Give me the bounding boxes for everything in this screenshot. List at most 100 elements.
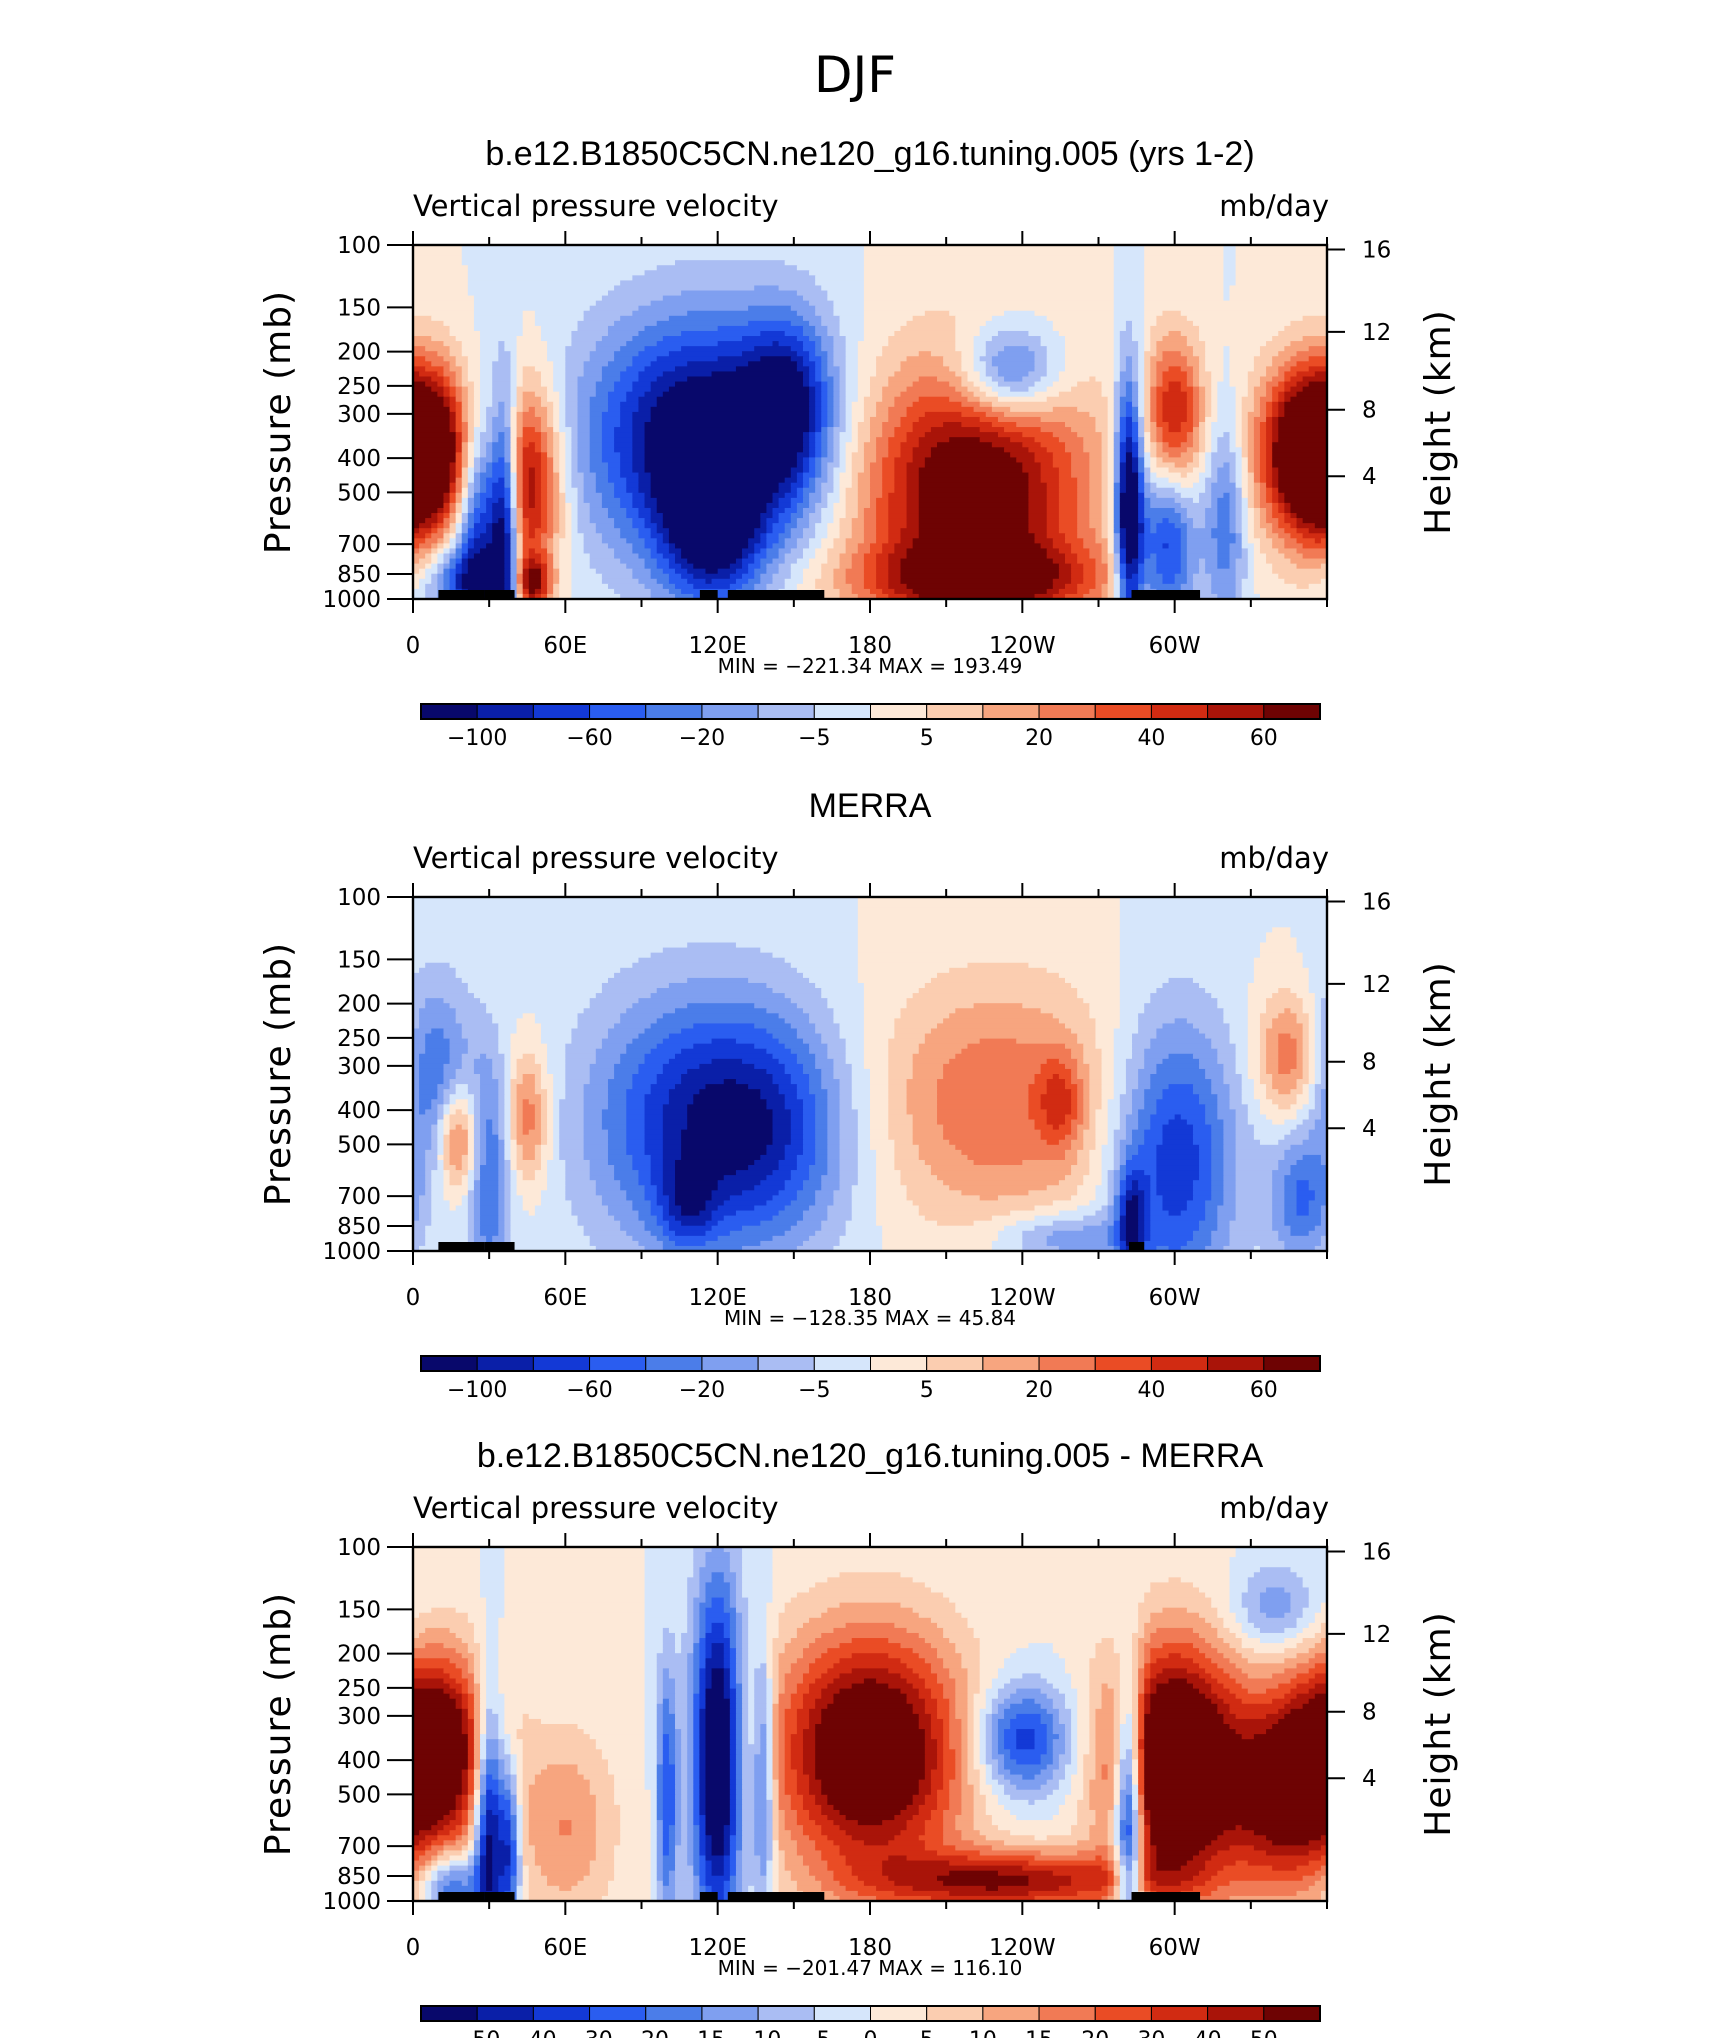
colorbar-swatch xyxy=(926,2005,984,2022)
y-tick-label: 150 xyxy=(337,1597,381,1623)
colorbar-label: 60 xyxy=(1250,1378,1278,1403)
y-right-tick-label: 8 xyxy=(1362,398,1377,424)
figure-title: DJF xyxy=(814,46,896,104)
panels-container: b.e12.B1850C5CN.ne120_g16.tuning.005 (yr… xyxy=(258,135,1459,2038)
colorbar-swatch xyxy=(1094,1355,1152,1372)
colorbar-label: 5 xyxy=(920,726,934,751)
colorbar-swatch xyxy=(701,703,759,720)
colorbar-label: −20 xyxy=(679,1378,725,1403)
y-tick-label: 200 xyxy=(337,1642,381,1668)
panel-title: MERRA xyxy=(809,787,932,825)
colorbar-swatch xyxy=(813,703,871,720)
x-tick-label: 60W xyxy=(1149,633,1201,659)
y-tick-label: 250 xyxy=(337,1026,381,1052)
y-axis-label: Pressure (mb) xyxy=(258,942,299,1206)
colorbar-swatch xyxy=(1038,703,1096,720)
colorbar-swatch xyxy=(1094,703,1152,720)
colorbar-label: −60 xyxy=(566,1378,612,1403)
variable-label: Vertical pressure velocity xyxy=(413,189,779,223)
land-mask xyxy=(1131,590,1201,599)
land-mask xyxy=(438,1242,485,1251)
colorbar-swatch xyxy=(476,2005,534,2022)
colorbar-label: 40 xyxy=(1194,2028,1222,2038)
x-tick-label: 0 xyxy=(406,1285,421,1311)
colorbar-swatch xyxy=(1263,703,1321,720)
colorbar-swatch xyxy=(589,703,647,720)
x-tick-label: 60E xyxy=(543,633,587,659)
colorbar-label: −20 xyxy=(623,2028,669,2038)
x-tick-label: 120W xyxy=(989,633,1056,659)
min-max-label: MIN = −221.34 MAX = 193.49 xyxy=(718,654,1023,678)
y-tick-label: 400 xyxy=(337,1748,381,1774)
y-tick-label: 100 xyxy=(337,233,381,259)
colorbar-swatch xyxy=(870,1355,928,1372)
units-label: mb/day xyxy=(1219,189,1329,223)
land-mask xyxy=(1131,1892,1201,1901)
colorbar-swatch xyxy=(926,1355,984,1372)
colorbar-swatch xyxy=(476,703,534,720)
contour-field xyxy=(413,245,1328,600)
y-tick-label: 500 xyxy=(337,1782,381,1808)
y-tick-label: 500 xyxy=(337,480,381,506)
y-tick-label: 400 xyxy=(337,1098,381,1124)
colorbar-swatch xyxy=(982,703,1040,720)
colorbar-swatch xyxy=(982,1355,1040,1372)
x-tick-label: 120E xyxy=(688,1285,746,1311)
colorbar-swatch xyxy=(757,703,815,720)
land-mask xyxy=(699,590,718,599)
colorbar-label: −60 xyxy=(566,726,612,751)
colorbar-swatch xyxy=(701,2005,759,2022)
colorbar-label: −100 xyxy=(447,1378,507,1403)
y-tick-label: 1000 xyxy=(322,1239,381,1265)
colorbar-swatch xyxy=(532,1355,591,1372)
x-tick-label: 120W xyxy=(989,1285,1056,1311)
y-right-axis-label: Height (km) xyxy=(1418,309,1459,534)
colorbar: −100 −60 −20 −5 5 20 40 60 xyxy=(420,1355,1321,1403)
y-right-tick-label: 4 xyxy=(1362,1766,1377,1792)
colorbar-swatch xyxy=(645,1355,703,1372)
colorbar-label: 10 xyxy=(969,2028,997,2038)
y-right-axis-label: Height (km) xyxy=(1418,961,1459,1186)
x-tick-label: 0 xyxy=(406,633,421,659)
y-right-tick-label: 12 xyxy=(1362,1622,1391,1648)
colorbar-label: −5 xyxy=(798,726,830,751)
x-tick-label: 120E xyxy=(688,633,746,659)
panel-1: b.e12.B1850C5CN.ne120_g16.tuning.005 (yr… xyxy=(258,135,1459,751)
land-mask xyxy=(727,1892,825,1901)
y-tick-label: 100 xyxy=(337,1535,381,1561)
land-mask xyxy=(699,1892,718,1901)
colorbar-label: 50 xyxy=(1250,2028,1278,2038)
colorbar-swatch xyxy=(532,703,591,720)
x-tick-label: 60W xyxy=(1149,1935,1201,1961)
colorbar-swatch xyxy=(1207,703,1265,720)
colorbar-swatch xyxy=(757,2005,815,2022)
y-axis-label: Pressure (mb) xyxy=(258,290,299,554)
colorbar-label: −50 xyxy=(454,2028,500,2038)
variable-label: Vertical pressure velocity xyxy=(413,1491,779,1525)
y-right-tick-label: 16 xyxy=(1362,890,1391,916)
colorbar-label: 15 xyxy=(1025,2028,1053,2038)
y-tick-label: 200 xyxy=(337,340,381,366)
panel-title: b.e12.B1850C5CN.ne120_g16.tuning.005 (yr… xyxy=(485,135,1254,173)
colorbar-swatch xyxy=(476,1355,534,1372)
colorbar-swatch xyxy=(870,703,928,720)
colorbar-label: −20 xyxy=(679,726,725,751)
land-mask xyxy=(484,1892,515,1901)
y-tick-label: 400 xyxy=(337,446,381,472)
colorbar-label: −5 xyxy=(798,1378,830,1403)
y-tick-label: 850 xyxy=(337,1864,381,1890)
y-tick-label: 300 xyxy=(337,1054,381,1080)
min-max-label: MIN = −201.47 MAX = 116.10 xyxy=(718,1956,1023,1980)
colorbar-swatch xyxy=(420,1355,478,1372)
y-right-tick-label: 16 xyxy=(1362,238,1391,264)
y-tick-label: 100 xyxy=(337,885,381,911)
colorbar-label: 0 xyxy=(864,2028,878,2038)
y-right-tick-label: 8 xyxy=(1362,1700,1377,1726)
colorbar-swatch xyxy=(645,2005,703,2022)
colorbar-swatch xyxy=(589,2005,647,2022)
variable-label: Vertical pressure velocity xyxy=(413,841,779,875)
x-tick-label: 180 xyxy=(848,1935,892,1961)
colorbar-swatch xyxy=(813,1355,871,1372)
y-tick-label: 200 xyxy=(337,992,381,1018)
